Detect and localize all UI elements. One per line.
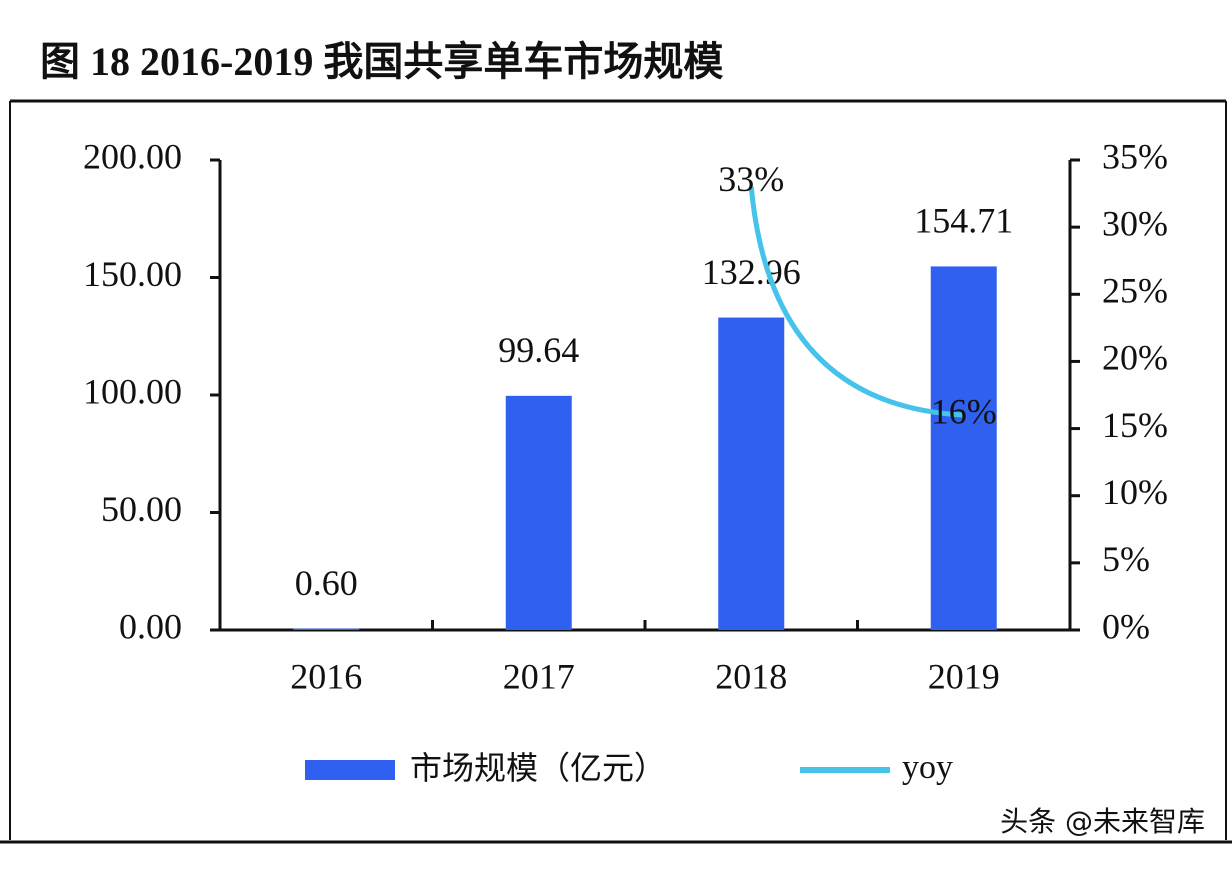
x-tick-label: 2018 xyxy=(715,656,787,696)
y-tick-label: 0.00 xyxy=(119,606,182,646)
y2-tick-label: 15% xyxy=(1102,405,1168,445)
legend-swatch xyxy=(305,760,395,780)
y-tick-label: 150.00 xyxy=(83,254,182,294)
value-label: 33% xyxy=(718,159,784,199)
legend-label: 市场规模（亿元） xyxy=(410,749,666,787)
legend-label: yoy xyxy=(902,749,953,786)
y2-tick-label: 20% xyxy=(1102,338,1168,378)
bar xyxy=(293,628,360,630)
yoy-line xyxy=(748,186,964,418)
watermark: 头条 @未来智库 xyxy=(1000,805,1205,838)
bar xyxy=(930,266,997,630)
x-tick-label: 2016 xyxy=(290,656,362,696)
x-tick-label: 2017 xyxy=(503,656,575,696)
y2-tick-label: 0% xyxy=(1102,606,1150,646)
x-tick-label: 2019 xyxy=(928,656,1000,696)
bar xyxy=(505,395,572,630)
y2-tick-label: 35% xyxy=(1102,136,1168,176)
value-label: 154.71 xyxy=(914,201,1013,241)
chart-title: 图 18 2016-2019 我国共享单车市场规模 xyxy=(40,39,723,84)
value-label: 99.64 xyxy=(498,330,579,370)
y-tick-label: 50.00 xyxy=(101,489,182,529)
bar xyxy=(718,317,785,630)
value-label: 0.60 xyxy=(295,563,358,603)
value-label: 16% xyxy=(931,391,997,431)
y-tick-label: 100.00 xyxy=(83,371,182,411)
y-tick-label: 200.00 xyxy=(83,136,182,176)
y2-tick-label: 5% xyxy=(1102,539,1150,579)
value-label: 132.96 xyxy=(702,252,801,292)
y2-tick-label: 30% xyxy=(1102,203,1168,243)
y2-tick-label: 10% xyxy=(1102,472,1168,512)
y2-tick-label: 25% xyxy=(1102,271,1168,311)
